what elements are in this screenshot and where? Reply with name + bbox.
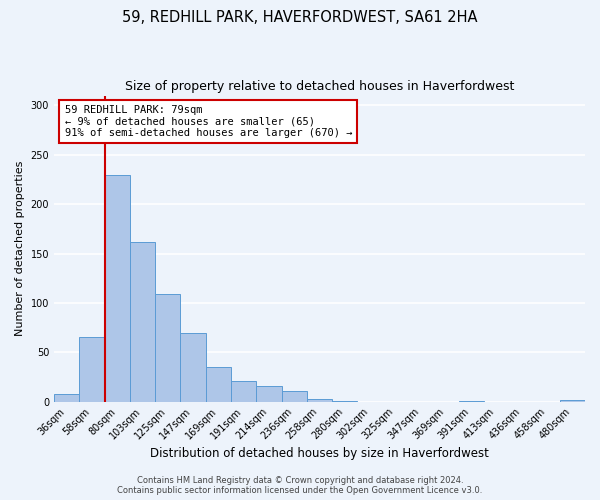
- Text: 59, REDHILL PARK, HAVERFORDWEST, SA61 2HA: 59, REDHILL PARK, HAVERFORDWEST, SA61 2H…: [122, 10, 478, 25]
- Bar: [560, 400, 585, 402]
- Bar: [281, 391, 307, 402]
- Bar: [54, 394, 79, 402]
- Bar: [307, 398, 332, 402]
- Bar: [155, 294, 181, 402]
- X-axis label: Distribution of detached houses by size in Haverfordwest: Distribution of detached houses by size …: [150, 447, 489, 460]
- Bar: [231, 381, 256, 402]
- Bar: [79, 338, 104, 402]
- Bar: [104, 174, 130, 402]
- Y-axis label: Number of detached properties: Number of detached properties: [15, 161, 25, 336]
- Text: Contains HM Land Registry data © Crown copyright and database right 2024.
Contai: Contains HM Land Registry data © Crown c…: [118, 476, 482, 495]
- Bar: [181, 332, 206, 402]
- Bar: [458, 400, 484, 402]
- Text: 59 REDHILL PARK: 79sqm
← 9% of detached houses are smaller (65)
91% of semi-deta: 59 REDHILL PARK: 79sqm ← 9% of detached …: [65, 104, 352, 138]
- Bar: [332, 400, 358, 402]
- Bar: [206, 367, 231, 402]
- Bar: [256, 386, 281, 402]
- Bar: [130, 242, 155, 402]
- Title: Size of property relative to detached houses in Haverfordwest: Size of property relative to detached ho…: [125, 80, 514, 93]
